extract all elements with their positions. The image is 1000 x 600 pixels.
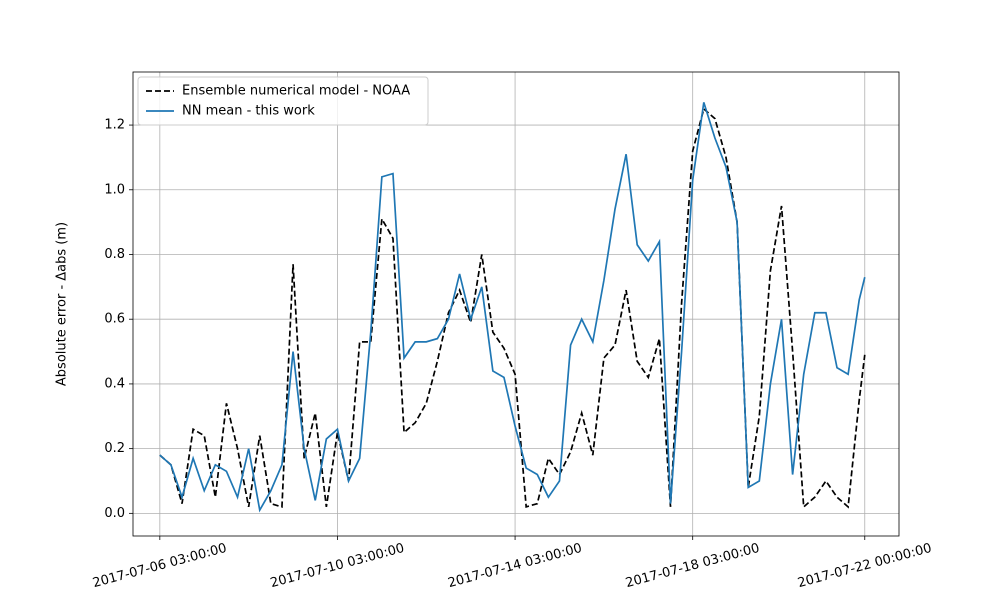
legend-label: Ensemble numerical model - NOAA (182, 84, 410, 99)
y-tick-label: 1.2 (104, 118, 125, 133)
series-line (159, 107, 866, 509)
plot-frame (132, 71, 900, 537)
y-tick-label: 0.6 (104, 312, 125, 327)
y-tick-label: 1.0 (104, 182, 125, 197)
legend-box (137, 76, 429, 126)
y-axis-label: Absolute error - Δabs (m) (55, 222, 70, 386)
y-tick-label: 0.4 (104, 376, 125, 391)
y-tick-label: 0.2 (104, 441, 125, 456)
legend-label: NN mean - this work (182, 104, 315, 119)
y-tick-label: 0.0 (104, 506, 125, 521)
y-tick-label: 0.8 (104, 247, 125, 262)
series-line (159, 102, 866, 513)
